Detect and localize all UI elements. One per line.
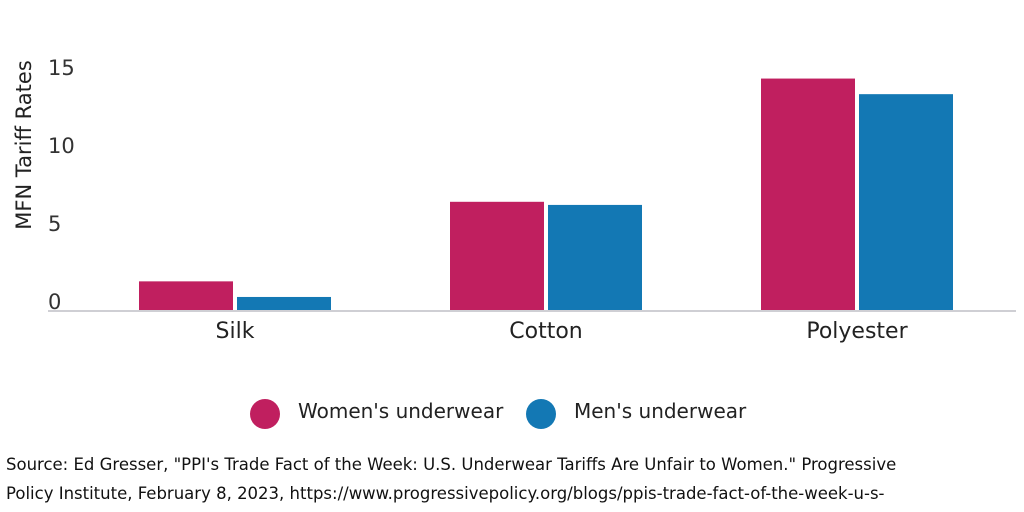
x-axis-categories: Silk Cotton Polyester [216,319,909,344]
bar-cotton-men [548,204,642,311]
x-category-label: Cotton [509,319,582,344]
bar-cotton-women [450,201,544,311]
y-axis-ticks: 0 5 10 15 [48,56,75,314]
source-line-2: Policy Institute, February 8, 2023, http… [6,484,885,503]
y-tick-label: 0 [48,290,61,314]
bar-chart: MFN Tariff Rates 0 5 10 15 Silk Cotton Polyes… [12,56,1016,429]
legend: Women's underwear Men's underwear [250,399,747,429]
legend-label: Men's underwear [574,399,747,423]
x-category-label: Silk [216,319,255,344]
source-line-1: Source: Ed Gresser, "PPI's Trade Fact of… [6,455,897,474]
legend-label: Women's underwear [298,399,504,423]
bars [139,78,953,311]
legend-swatch [526,399,556,429]
bar-silk-men [237,296,331,311]
source-note: Source: Ed Gresser, "PPI's Trade Fact of… [6,450,1016,508]
y-tick-label: 10 [48,134,75,158]
y-axis-title: MFN Tariff Rates [12,60,36,230]
y-tick-label: 5 [48,212,61,236]
bar-silk-women [139,281,233,311]
y-tick-label: 15 [48,56,75,80]
legend-swatch [250,399,280,429]
bar-polyester-women [761,78,855,311]
x-category-label: Polyester [806,319,908,344]
bar-polyester-men [859,94,953,311]
